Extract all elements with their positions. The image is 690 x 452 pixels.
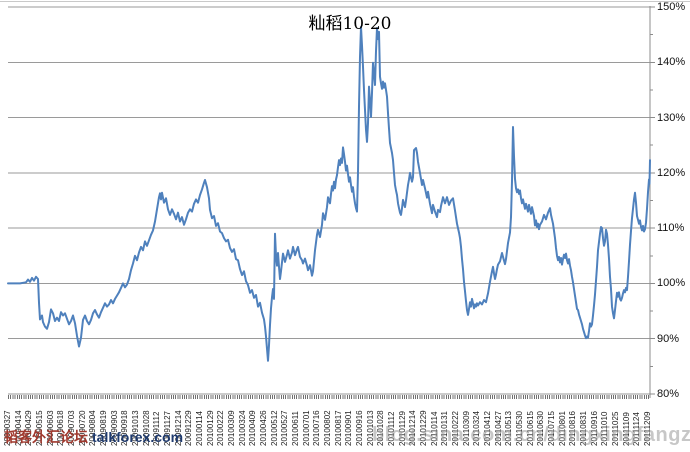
x-axis-label-20100222: 20100222 <box>216 410 226 446</box>
y-axis-label-120: 120% <box>657 166 686 179</box>
top-border-line <box>0 1 690 2</box>
y-axis-label-100: 100% <box>657 277 686 290</box>
y-axis-label-140: 140% <box>657 56 686 69</box>
series-line <box>7 25 651 362</box>
x-axis-tick-strip <box>8 395 650 399</box>
y-axis-label-80: 80% <box>657 388 680 400</box>
x-axis-label-20091229: 20091229 <box>184 410 194 446</box>
x-axis-label-20100409: 20100409 <box>248 410 258 446</box>
x-axis-label-20100916: 20100916 <box>355 410 364 446</box>
watermark-talkforex-chinese: 韬客外汇论坛 <box>4 429 88 445</box>
x-axis-label-20100129: 20100129 <box>205 410 215 446</box>
y-axis-label-90: 90% <box>657 332 680 345</box>
y-axis-label-150: 150% <box>657 1 686 13</box>
watermark-blog-url: blog.sina.com.cn/dingxingfangzi <box>372 424 690 446</box>
watermark-talkforex-url: talkforex.com <box>92 429 184 445</box>
x-axis-label-20100114: 20100114 <box>195 411 204 446</box>
y-axis-label-130: 130% <box>657 111 686 124</box>
chart-title: 籼稻10-20 <box>308 14 392 34</box>
x-axis-label-20100512: 20100512 <box>269 410 279 446</box>
x-axis-label-20100426: 20100426 <box>259 410 268 446</box>
x-axis-label-20100901: 20100901 <box>344 410 354 446</box>
x-axis-label-20100527: 20100527 <box>280 410 290 446</box>
watermark-talkforex: 韬客外汇论坛 talkforex.com <box>4 427 183 447</box>
x-axis-label-20100817: 20100817 <box>333 410 343 446</box>
x-axis-label-20100802: 20100802 <box>323 410 332 446</box>
x-axis-label-20100611: 20100611 <box>291 411 300 446</box>
x-axis-label-20100324: 20100324 <box>237 410 247 446</box>
y-axis-label-110: 110% <box>657 222 685 235</box>
x-axis-label-20100701: 20100701 <box>301 410 311 446</box>
x-axis-label-20100309: 20100309 <box>227 410 236 446</box>
x-axis-label-20100716: 20100716 <box>312 410 322 446</box>
